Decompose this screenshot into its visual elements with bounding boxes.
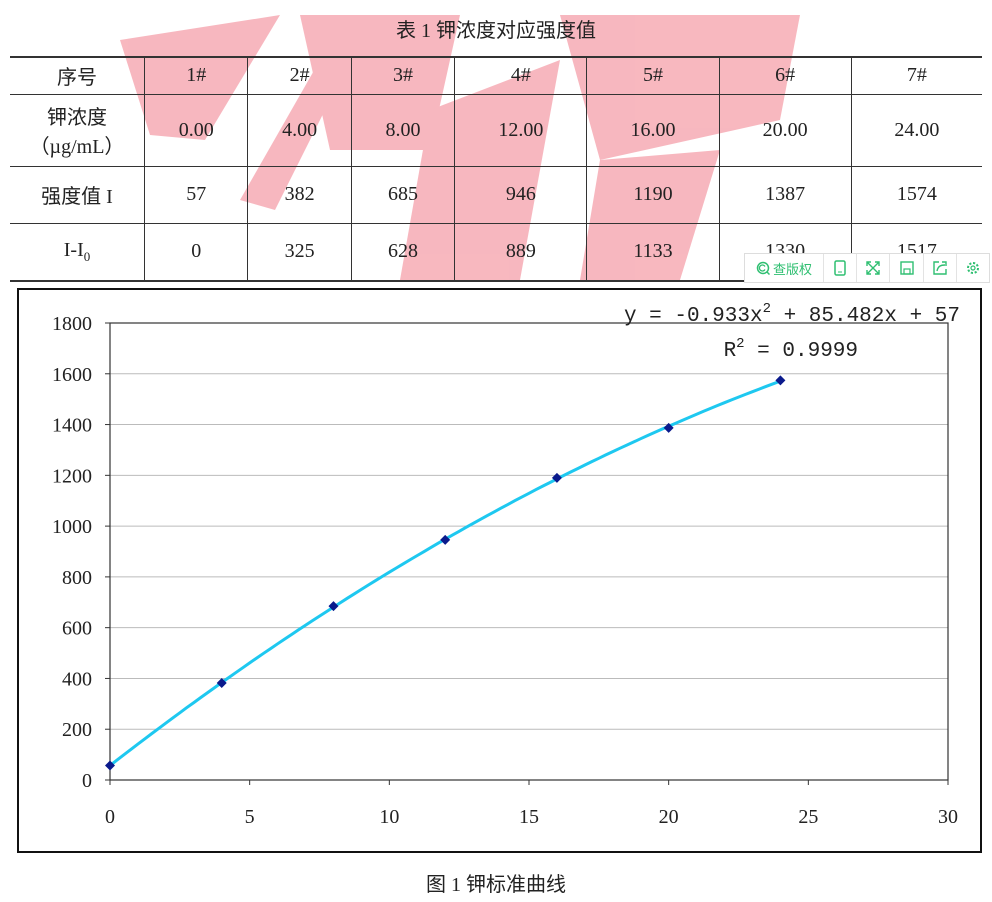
x-tick-label: 15	[519, 806, 539, 828]
settings-icon	[966, 262, 979, 274]
table-row: I-I0 0 325 628 889 1133 1330 1517	[10, 222, 982, 282]
tablet-icon	[834, 260, 846, 276]
table-cell: 0.00	[143, 93, 249, 167]
y-tick-label: 1800	[52, 313, 92, 335]
table-cell: 685	[350, 165, 456, 224]
y-tick-label: 1000	[52, 516, 92, 538]
header-cell: 1#	[143, 56, 249, 95]
row-label: 钾浓度 （µg/mL）	[10, 93, 145, 167]
chart-frame	[17, 288, 982, 853]
table-cell: 1133	[586, 222, 720, 282]
row-label-unit: （µg/mL）	[29, 136, 125, 158]
data-point	[663, 422, 674, 433]
save-button[interactable]	[890, 254, 924, 282]
table-cell: 4.00	[247, 93, 352, 167]
row-label: 强度值 I	[10, 165, 145, 224]
x-tick-label: 10	[379, 806, 399, 828]
plot-area	[109, 322, 949, 781]
data-point	[216, 678, 227, 689]
y-tick-label: 400	[62, 668, 92, 690]
share-icon	[933, 261, 947, 275]
tablet-button[interactable]	[824, 254, 858, 282]
data-point	[105, 760, 115, 771]
table-cell: 1574	[850, 165, 982, 224]
row-label-text: I-I	[63, 238, 84, 261]
trendline-equation: y = -0.933x2 + 85.482x + 57	[624, 301, 960, 328]
expand-button[interactable]	[857, 254, 891, 282]
trendline	[109, 379, 781, 767]
copyright-search-icon	[756, 261, 771, 275]
table-title: 表 1 钾浓度对应强度值	[396, 20, 596, 42]
save-icon	[899, 261, 914, 275]
data-table: 序号 1# 2# 3# 4# 5# 6# 7# 钾浓度 （µg/mL） 0.00 …	[10, 56, 982, 282]
table-cell: 16.00	[586, 93, 720, 167]
expand-icon	[866, 261, 881, 275]
y-tick-label: 0	[82, 770, 92, 792]
x-tick-label: 5	[245, 806, 255, 828]
y-tick-label: 800	[62, 567, 92, 589]
table-cell: 1190	[586, 165, 720, 224]
data-point	[440, 534, 451, 545]
y-tick-label: 1200	[52, 465, 92, 487]
table-cell: 8.00	[350, 93, 456, 167]
chart: 0 200 400 600 800 1000 1200 1400 1600 1800 0 5 10 15 2…	[52, 301, 960, 828]
row-label-line: 钾浓度	[47, 107, 107, 129]
header-cell: 4#	[454, 56, 588, 95]
data-point	[328, 601, 339, 612]
table-row: 钾浓度 （µg/mL） 0.00 4.00 8.00 12.00 16.00 20…	[10, 93, 982, 167]
x-tick-label: 25	[798, 806, 818, 828]
copyright-label: 查版权	[773, 262, 813, 278]
share-button[interactable]	[924, 254, 957, 282]
table-cell: 20.00	[718, 93, 852, 167]
table-cell: 628	[350, 222, 456, 282]
table-cell: 24.00	[850, 93, 982, 167]
header-cell: 6#	[718, 56, 852, 95]
r-squared-label: R2 = 0.9999	[724, 336, 858, 363]
copyright-search-button[interactable]: 查版权	[745, 254, 825, 282]
settings-button[interactable]	[957, 254, 989, 282]
figure-caption: 图 1 钾标准曲线	[426, 874, 566, 896]
x-tick-label: 30	[938, 806, 958, 828]
y-tick-label: 600	[62, 618, 92, 640]
header-cell: 7#	[850, 56, 982, 95]
x-tick-label: 20	[659, 806, 679, 828]
row-label: I-I0	[10, 222, 145, 282]
y-tick-label: 1400	[52, 415, 92, 437]
y-tick-label: 1600	[52, 364, 92, 386]
x-tick-label: 0	[105, 806, 115, 828]
image-toolbar: 查版权	[744, 253, 990, 283]
table-cell: 325	[247, 222, 352, 282]
data-point	[551, 472, 562, 483]
table-cell: 0	[143, 222, 249, 282]
header-cell: 3#	[350, 56, 456, 95]
row-label-subscript: 0	[83, 248, 91, 264]
y-tick-label: 200	[62, 719, 92, 741]
data-point	[775, 375, 786, 386]
table-header-row: 序号 1# 2# 3# 4# 5# 6# 7#	[10, 56, 982, 95]
